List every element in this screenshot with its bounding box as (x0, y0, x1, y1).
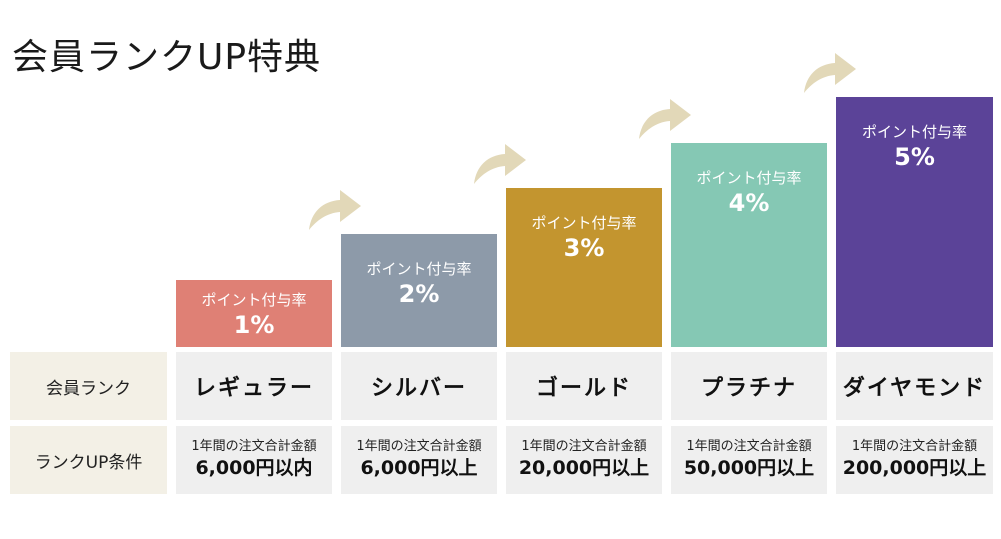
condition-value: 200,000円以上 (842, 457, 987, 480)
rate-value: 1% (233, 311, 275, 339)
rate-bar-regular: ポイント付与率 1% (176, 280, 332, 347)
rate-value: 3% (563, 234, 605, 262)
rank-up-arrow-icon (305, 188, 363, 232)
rate-bar-platinum: ポイント付与率 4% (671, 143, 827, 347)
condition-label: 1年間の注文合計金額 (191, 439, 317, 455)
condition-label: 1年間の注文合計金額 (356, 439, 482, 455)
rank-up-arrow-icon (470, 142, 528, 186)
rate-bar-silver: ポイント付与率 2% (341, 234, 497, 347)
rate-label: ポイント付与率 (696, 169, 802, 187)
rank-name-platinum: プラチナ (671, 352, 827, 420)
condition-value: 50,000円以上 (683, 457, 815, 480)
condition-label: 1年間の注文合計金額 (686, 439, 812, 455)
rank-name: ゴールド (535, 376, 632, 401)
rate-bar-diamond: ポイント付与率 5% (836, 97, 993, 347)
rank-up-arrow-icon (800, 51, 858, 95)
rank-name: ダイヤモンド (842, 376, 987, 401)
rank-name-silver: シルバー (341, 352, 497, 420)
rate-label: ポイント付与率 (531, 214, 637, 232)
rank-name-diamond: ダイヤモンド (836, 352, 993, 420)
rank-header-label: 会員ランク (46, 378, 131, 399)
rank-name-gold: ゴールド (506, 352, 662, 420)
condition-platinum: 1年間の注文合計金額 50,000円以上 (671, 426, 827, 494)
rank-up-arrow-icon (635, 97, 693, 141)
rate-value: 2% (398, 280, 440, 308)
page-title: 会員ランクUP特典 (12, 37, 322, 78)
condition-value: 6,000円以上 (360, 457, 478, 480)
rate-value: 4% (728, 189, 770, 217)
rate-value: 5% (894, 143, 935, 171)
condition-value: 6,000円以内 (195, 457, 313, 480)
condition-regular: 1年間の注文合計金額 6,000円以内 (176, 426, 332, 494)
rank-row-header: 会員ランク (10, 352, 167, 420)
rank-name: プラチナ (700, 376, 797, 401)
rate-bar-gold: ポイント付与率 3% (506, 188, 662, 347)
rank-name: レギュラー (193, 376, 314, 401)
condition-label: 1年間の注文合計金額 (521, 439, 647, 455)
rank-name: シルバー (370, 376, 467, 401)
rank-name-regular: レギュラー (176, 352, 332, 420)
rate-label: ポイント付与率 (366, 260, 472, 278)
condition-diamond: 1年間の注文合計金額 200,000円以上 (836, 426, 993, 494)
condition-value: 20,000円以上 (518, 457, 650, 480)
condition-header-label: ランクUP条件 (34, 452, 143, 473)
condition-label: 1年間の注文合計金額 (851, 439, 978, 455)
rate-label: ポイント付与率 (861, 123, 967, 141)
condition-row-header: ランクUP条件 (10, 426, 167, 494)
condition-silver: 1年間の注文合計金額 6,000円以上 (341, 426, 497, 494)
condition-gold: 1年間の注文合計金額 20,000円以上 (506, 426, 662, 494)
rate-label: ポイント付与率 (201, 291, 307, 309)
